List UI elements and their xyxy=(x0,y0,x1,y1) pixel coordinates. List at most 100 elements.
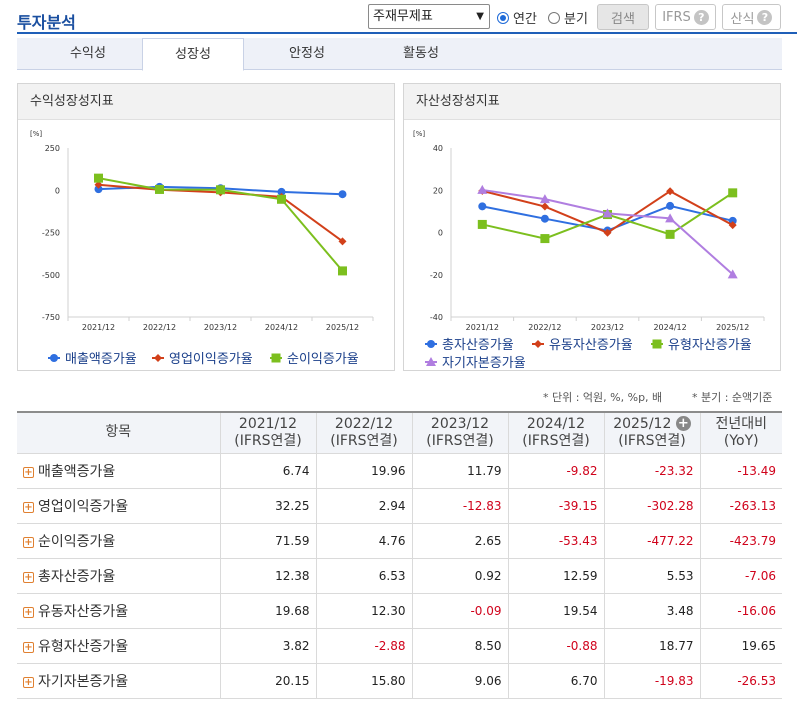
table-cell: 12.30 xyxy=(315,592,413,629)
quarter-note: * 분기 : 순액기준 xyxy=(692,391,773,404)
legend-marker xyxy=(534,340,542,348)
legend-label: 순이익증가율 xyxy=(287,352,359,367)
data-point xyxy=(603,228,612,237)
x-tick-label: 2022/12 xyxy=(143,323,176,332)
data-point xyxy=(728,221,737,230)
help-icon: ? xyxy=(693,9,709,25)
table-cell: -23.32 xyxy=(603,452,701,489)
table-cell: 15.80 xyxy=(315,662,413,699)
table-cell: 8.50 xyxy=(411,627,509,664)
formula-help-button[interactable]: 산식 ? xyxy=(722,4,781,30)
column-header: 2021/12 (IFRS연결) xyxy=(219,411,317,454)
tab-stability[interactable]: 안정성 xyxy=(289,46,325,61)
table-cell: -12.83 xyxy=(411,487,509,524)
tab-growth[interactable]: 성장성 xyxy=(142,38,244,71)
table-cell: -26.53 xyxy=(699,662,782,699)
radio-quarter-dot xyxy=(548,11,560,24)
y-tick-label: 250 xyxy=(45,144,60,153)
x-tick-label: 2021/12 xyxy=(82,323,115,332)
column-header-item: 항목 xyxy=(17,411,221,454)
top-bar: 투자분석 주재무제표 ▼ 연간 분기 검색 IFRS ? 산식 ? xyxy=(0,0,797,38)
row-label[interactable]: + 총자산증가율 xyxy=(17,557,221,594)
row-label[interactable]: + 순이익증가율 xyxy=(17,522,221,559)
data-point xyxy=(477,184,488,194)
data-point xyxy=(540,214,549,223)
report-type-value: 주재무제표 xyxy=(373,9,433,24)
expand-icon[interactable]: + xyxy=(23,641,34,653)
tab-profitability[interactable]: 수익성 xyxy=(70,46,106,61)
expand-icon[interactable]: + xyxy=(23,536,34,548)
expand-icon[interactable]: + xyxy=(23,466,34,478)
data-point xyxy=(602,208,613,218)
table-cell: -53.43 xyxy=(507,522,605,559)
ifrs-help-button[interactable]: IFRS ? xyxy=(655,4,716,30)
data-point xyxy=(94,173,103,183)
row-label[interactable]: + 자기자본증가율 xyxy=(17,662,221,699)
data-point xyxy=(277,194,286,204)
title-divider xyxy=(17,32,797,34)
y-axis-unit: [%] xyxy=(30,130,42,138)
table-header-row: 항목 2021/12 (IFRS연결) 2022/12 (IFRS연결) 2023/… xyxy=(17,411,782,454)
expand-icon[interactable]: + xyxy=(23,501,34,513)
table-row: + 자기자본증가율 20.15 15.80 9.06 6.70 -19.83 -26.53 xyxy=(17,662,782,699)
column-header: 2022/12 (IFRS연결) xyxy=(315,411,413,454)
help-icon: ? xyxy=(757,9,773,25)
radio-quarter[interactable]: 분기 xyxy=(548,8,588,27)
data-point xyxy=(728,188,738,198)
x-tick-label: 2025/12 xyxy=(326,323,359,332)
row-label[interactable]: + 영업이익증가율 xyxy=(17,487,221,524)
data-point xyxy=(277,187,286,196)
tab-activity[interactable]: 활동성 xyxy=(403,46,439,61)
data-point xyxy=(666,201,675,210)
radio-annual[interactable]: 연간 xyxy=(497,8,537,27)
plus-circle-icon[interactable]: + xyxy=(675,415,691,431)
y-tick-label: -750 xyxy=(42,313,60,322)
search-button[interactable]: 검색 xyxy=(597,4,649,30)
row-label[interactable]: + 매출액증가율 xyxy=(17,452,221,489)
ifrs-label: IFRS xyxy=(662,9,691,25)
table-row: + 영업이익증가율 32.25 2.94 -12.83 -39.15 -302.28 -263… xyxy=(17,487,782,524)
data-point xyxy=(216,185,225,195)
data-point xyxy=(94,180,103,189)
data-point xyxy=(665,229,675,239)
row-label[interactable]: + 유형자산증가율 xyxy=(17,627,221,664)
row-name: 총자산증가율 xyxy=(38,568,116,585)
row-label[interactable]: + 유동자산증가율 xyxy=(17,592,221,629)
table-cell: 18.77 xyxy=(603,627,701,664)
page-title: 투자분석 xyxy=(17,13,76,32)
table-cell: -39.15 xyxy=(507,487,605,524)
table-cell: 19.68 xyxy=(219,592,317,629)
formula-label: 산식 xyxy=(730,11,755,27)
x-tick-label: 2021/12 xyxy=(466,323,499,332)
table-cell: -7.06 xyxy=(699,557,782,594)
expand-icon[interactable]: + xyxy=(23,571,34,583)
column-header: 2024/12 (IFRS연결) xyxy=(507,411,605,454)
table-row: + 매출액증가율 6.74 19.96 11.79 -9.82 -23.32 -13.49 xyxy=(17,452,782,489)
table-cell: -9.82 xyxy=(507,452,605,489)
table-cell: 32.25 xyxy=(219,487,317,524)
table-cell: 12.38 xyxy=(219,557,317,594)
chart-title: 수익성장성지표 xyxy=(18,84,394,120)
legend-label: 유동자산증가율 xyxy=(549,338,633,353)
radio-annual-dot xyxy=(497,11,509,24)
table-row: + 유동자산증가율 19.68 12.30 -0.09 19.54 3.48 -16.06 xyxy=(17,592,782,629)
data-point xyxy=(94,185,103,194)
table-cell: -263.13 xyxy=(699,487,782,524)
expand-icon[interactable]: + xyxy=(23,676,34,688)
data-point xyxy=(477,219,487,229)
table-cell: 3.48 xyxy=(603,592,701,629)
report-type-select[interactable]: 주재무제표 ▼ xyxy=(368,4,490,29)
legend-marker xyxy=(652,339,662,349)
column-header: 전년대비 (YoY) xyxy=(699,411,782,454)
y-tick-label: -20 xyxy=(430,271,443,280)
data-point xyxy=(338,237,347,246)
table-cell: -13.49 xyxy=(699,452,782,489)
y-tick-label: -40 xyxy=(430,313,443,322)
data-point xyxy=(727,269,738,279)
expand-icon[interactable]: + xyxy=(23,606,34,618)
data-point xyxy=(539,194,550,204)
table-cell: -477.22 xyxy=(603,522,701,559)
legend-label: 영업이익증가율 xyxy=(169,352,253,367)
table-cell: -0.09 xyxy=(411,592,509,629)
legend-label: 유형자산증가율 xyxy=(668,338,752,353)
